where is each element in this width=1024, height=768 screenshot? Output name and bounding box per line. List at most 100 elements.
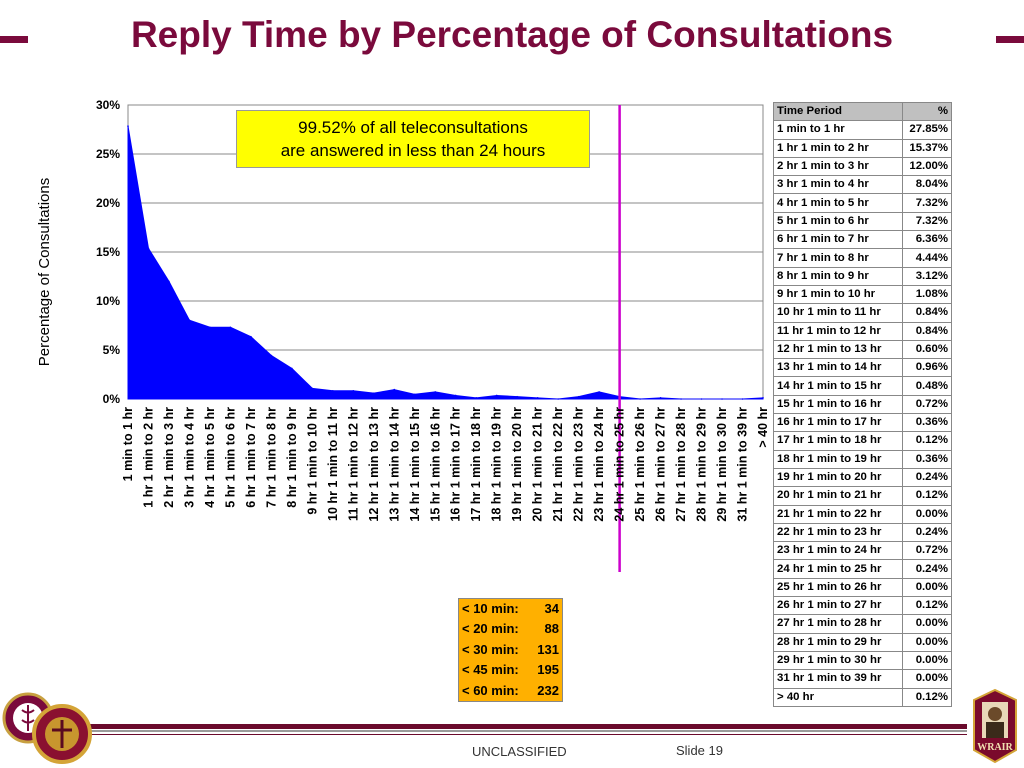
cell-time-period: 4 hr 1 min to 5 hr [773,193,903,213]
table-row: 3 hr 1 min to 4 hr 8.04% [773,175,952,195]
x-tick-label: 16 hr 1 min to 17 hr [449,407,463,522]
table-row: 10 hr 1 min to 11 hr 0.84% [773,303,952,323]
table-row: 13 hr 1 min to 14 hr 0.96% [773,358,952,378]
cell-percent: 0.00% [902,504,952,524]
table-row: 29 hr 1 min to 30 hr 0.00% [773,650,952,671]
cell-percent: 0.00% [902,614,952,634]
data-point [762,397,764,399]
table-row: 19 hr 1 min to 20 hr 0.24% [773,467,952,488]
cell-time-period: 1 min to 1 hr [773,120,903,140]
cell-percent: 0.36% [902,449,952,469]
x-tick-label: 22 hr 1 min to 23 hr [572,407,586,522]
x-tick-label: 21 hr 1 min to 22 hr [551,407,565,522]
x-tick-label: 20 hr 1 min to 21 hr [531,407,545,522]
data-point [393,388,396,391]
cell-time-period: 3 hr 1 min to 4 hr [773,175,903,195]
minutes-value: 34 [544,601,559,616]
cell-percent: 8.04% [902,175,952,195]
table-row: 11 hr 1 min to 12 hr 0.84% [773,321,952,341]
area-chart: 0% 5% 10% 15% 20% 25% 30% 1 min to 1 hr 1 hr 1 m… [96,98,770,572]
x-tick-label: 31 hr 1 min to 39 hr [736,407,750,522]
minutes-value: 131 [537,641,559,657]
data-point [209,326,211,329]
cell-time-period: 14 hr 1 min to 15 hr [773,376,903,396]
data-point [332,389,334,392]
cell-percent: 0.24% [902,522,952,543]
cell-percent: 0.12% [902,596,952,616]
cell-time-period: > 40 hr [773,687,903,707]
cell-percent: 0.24% [902,559,952,579]
cell-time-period: 21 hr 1 min to 22 hr [773,504,903,524]
table-row: 1 min to 1 hr 27.85% [773,120,952,140]
cell-percent: 0.12% [902,486,952,506]
x-tick-label: 23 hr 1 min to 24 hr [592,407,606,522]
cell-time-period: 5 hr 1 min to 6 hr [773,211,903,232]
data-point [516,395,518,398]
cell-time-period: 22 hr 1 min to 23 hr [773,522,903,543]
cell-time-period: 29 hr 1 min to 30 hr [773,650,903,671]
data-point [475,397,478,399]
table-row: 22 hr 1 min to 23 hr 0.24% [773,522,952,543]
y-tick-label: 5% [103,343,121,357]
callout-line-2: are answered in less than 24 hours [280,141,546,160]
data-point [495,394,498,397]
y-tick-label: 10% [96,294,120,308]
time-period-table: Time Period % 1 min to 1 hr 27.85% 1 hr 1 … [773,101,952,707]
cell-time-period: 10 hr 1 min to 11 hr [773,303,903,323]
x-tick-label: 19 hr 1 min to 20 hr [510,407,524,522]
data-point [659,397,662,399]
x-tick-label: 14 hr 1 min to 15 hr [408,407,422,522]
data-point [229,326,232,329]
x-tick-label: 15 hr 1 min to 16 hr [428,407,442,522]
cell-time-period: 25 hr 1 min to 26 hr [773,577,903,598]
table-row: 31 hr 1 min to 39 hr 0.00% [773,669,952,689]
cell-time-period: 9 hr 1 min to 10 hr [773,284,903,305]
minutes-value: 232 [537,682,559,698]
cell-time-period: 11 hr 1 min to 12 hr [773,321,903,341]
minutes-label: < 45 min: [462,662,519,678]
x-tick-label: 18 hr 1 min to 19 hr [490,407,504,522]
cell-percent: 0.00% [902,650,952,671]
x-tick-label: 7 hr 1 min to 8 hr [264,407,278,508]
cell-time-period: 31 hr 1 min to 39 hr [773,669,903,689]
table-row: 18 hr 1 min to 19 hr 0.36% [773,449,952,469]
data-point [721,398,723,400]
footer-line [72,730,967,732]
x-tick-label: 2 hr 1 min to 3 hr [162,407,176,508]
cell-percent: 0.84% [902,303,952,323]
table-row: 5 hr 1 min to 6 hr 7.32% [773,211,952,232]
cell-time-period: 18 hr 1 min to 19 hr [773,449,903,469]
x-tick-label: 1 hr 1 min to 2 hr [141,407,155,508]
x-tick-label: 8 hr 1 min to 9 hr [285,407,299,508]
cell-percent: 0.72% [902,394,952,415]
table-row: 4 hr 1 min to 5 hr 7.32% [773,193,952,213]
minutes-row: < 45 min: 195 [459,660,562,680]
x-tick-label: 1 min to 1 hr [121,407,135,481]
data-point [168,280,170,283]
table-row: > 40 hr 0.12% [773,687,952,707]
classification-label: UNCLASSIFIED [472,744,567,759]
minutes-row: < 30 min: 131 [459,640,562,660]
table-row: 27 hr 1 min to 28 hr 0.00% [773,614,952,634]
x-tick-label: 3 hr 1 min to 4 hr [182,407,196,508]
x-tick-label: 28 hr 1 min to 29 hr [695,407,709,522]
cell-percent: 3.12% [902,266,952,286]
table-row: 7 hr 1 min to 8 hr 4.44% [773,248,952,268]
x-tick-label: 9 hr 1 min to 10 hr [305,407,319,515]
y-tick-label: 0% [103,392,121,406]
cell-percent: 6.36% [902,230,952,250]
table-row: 20 hr 1 min to 21 hr 0.12% [773,486,952,506]
slide-number: Slide 19 [676,743,723,758]
cell-percent: 15.37% [902,138,952,158]
data-point [536,397,539,399]
x-tick-label: 4 hr 1 min to 5 hr [203,407,217,508]
table-row: 28 hr 1 min to 29 hr 0.00% [773,632,952,652]
table-header-row: Time Period % [773,101,952,122]
army-medical-logo [2,692,92,764]
cell-percent: 0.12% [902,687,952,707]
cell-time-period: 15 hr 1 min to 16 hr [773,394,903,415]
cell-time-period: 27 hr 1 min to 28 hr [773,614,903,634]
minutes-label: < 30 min: [462,641,519,657]
cell-percent: 0.00% [902,577,952,598]
data-point [680,398,682,400]
